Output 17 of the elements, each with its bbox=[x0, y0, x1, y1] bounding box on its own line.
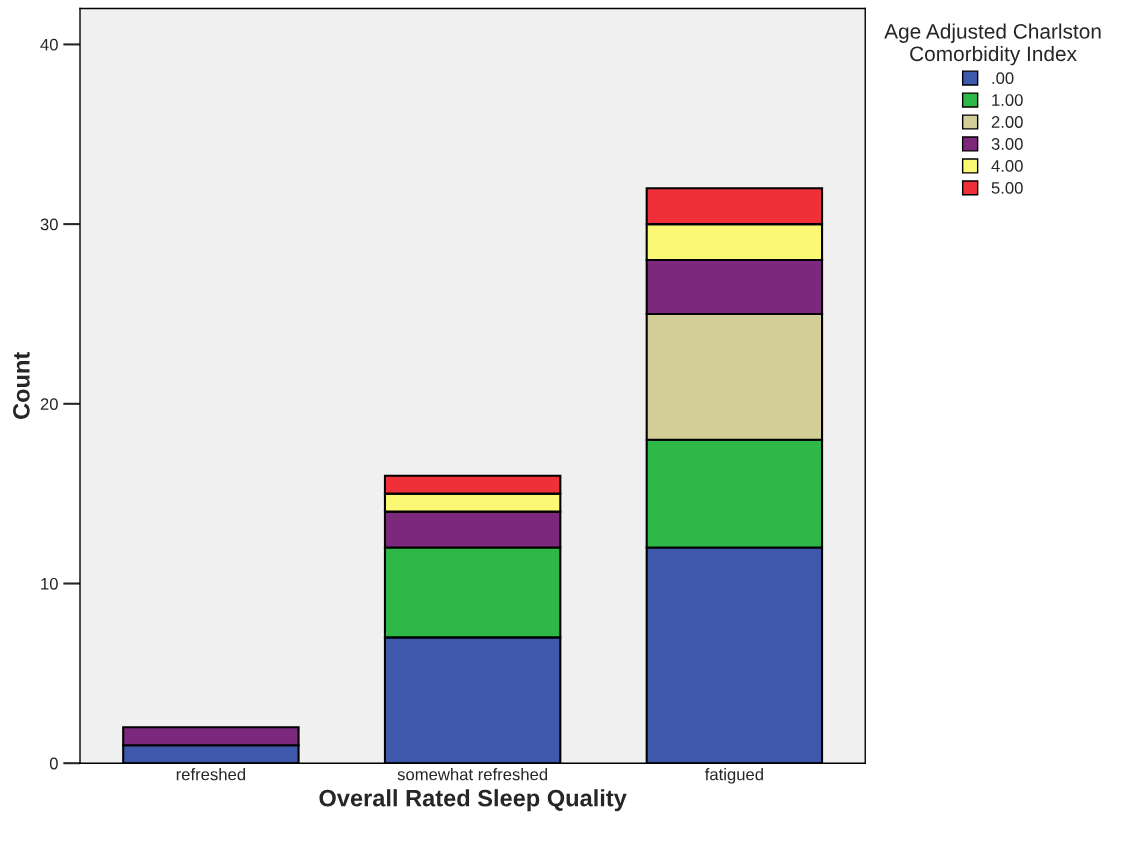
y-tick-label: 40 bbox=[40, 38, 58, 51]
x-tick-label: refreshed bbox=[176, 768, 246, 781]
legend-label: 4.00 bbox=[991, 160, 1023, 172]
legend-label: .00 bbox=[992, 72, 1014, 84]
x-tick-label: fatigued bbox=[704, 768, 763, 784]
legend-title: Age Adjusted Charlston Comorbidity Index bbox=[884, 23, 1101, 66]
x-axis-title: Overall Rated Sleep Quality bbox=[319, 789, 627, 812]
y-tick-label: 30 bbox=[40, 218, 58, 231]
y-tick-label: 0 bbox=[49, 757, 58, 770]
y-axis-title: Count bbox=[13, 352, 30, 419]
legend-label: 1.00 bbox=[992, 94, 1023, 106]
legend-label: 3.00 bbox=[991, 138, 1023, 150]
y-tick-label: 10 bbox=[41, 577, 58, 590]
y-tick-label: 20 bbox=[40, 398, 58, 411]
legend-label: 5.00 bbox=[991, 181, 1023, 194]
legend-label: 2.00 bbox=[991, 116, 1023, 128]
x-tick-label: somewhat refreshed bbox=[397, 768, 548, 781]
